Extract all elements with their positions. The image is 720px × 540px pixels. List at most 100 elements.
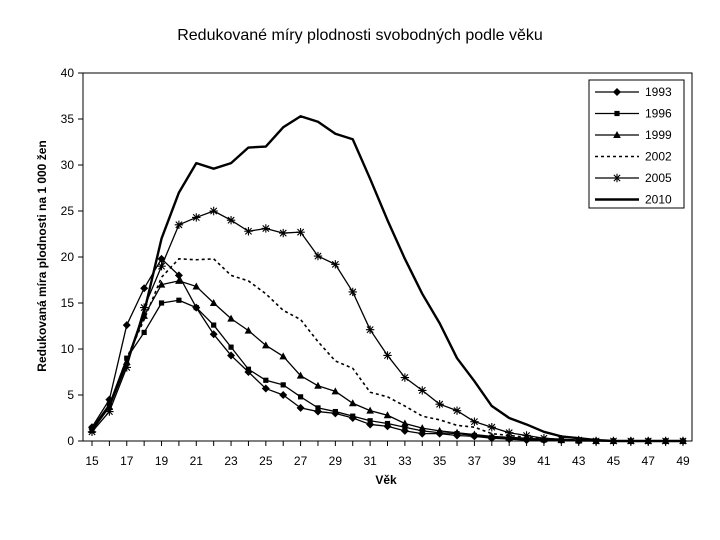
data-point-2005 [279, 228, 288, 238]
series-line-2005 [91, 210, 683, 442]
legend-label-1999: 1999 [645, 128, 672, 142]
legend-box [588, 79, 685, 209]
data-point-1999 [435, 426, 444, 434]
data-point-1999 [401, 419, 409, 427]
y-tick-label: 25 [61, 204, 75, 218]
data-point-1993 [122, 321, 131, 330]
x-tick-label: 31 [363, 454, 377, 468]
data-point-2005 [122, 363, 131, 372]
data-point-2005 [539, 434, 549, 443]
data-point-2005 [470, 417, 479, 426]
data-point-1999 [331, 387, 340, 395]
y-tick-label: 40 [61, 66, 75, 80]
data-point-1996 [176, 297, 182, 303]
data-point-1996 [350, 413, 356, 419]
x-tick-label: 33 [398, 454, 412, 468]
data-point-1999 [175, 276, 183, 284]
data-point-1999 [366, 406, 374, 414]
data-point-2005 [522, 431, 531, 440]
data-point-1996 [367, 418, 373, 424]
y-tick-label: 15 [61, 296, 75, 310]
data-point-2005 [574, 435, 583, 445]
data-point-1999 [279, 352, 288, 360]
data-point-1999 [348, 399, 357, 407]
x-tick-label: 41 [537, 454, 551, 468]
chart-title: Redukované míry plodnosti svobodných pod… [177, 27, 543, 44]
data-point-1999 [192, 282, 201, 290]
legend-marker-2005 [612, 173, 622, 183]
series-2005 [87, 206, 688, 446]
data-point-1993 [174, 271, 183, 280]
data-point-2005 [174, 220, 184, 229]
legend: 1993 1996 1999 2002 2005 2010 [588, 79, 685, 209]
x-tick-label: 19 [155, 454, 169, 468]
x-tick-label: 35 [433, 454, 447, 468]
data-point-1996 [158, 300, 165, 306]
x-tick-label: 25 [259, 454, 273, 468]
data-point-1999 [209, 299, 218, 306]
data-point-2005 [244, 227, 253, 236]
data-point-1999 [487, 432, 496, 440]
data-point-1996 [263, 377, 269, 383]
data-point-1996 [315, 405, 321, 411]
series-1996 [89, 297, 686, 444]
x-tick-label: 17 [120, 454, 134, 468]
data-point-2005 [383, 351, 392, 360]
legend-label-2005: 2005 [645, 171, 672, 185]
data-point-1993 [140, 284, 149, 293]
data-point-1993 [227, 351, 236, 360]
data-point-1999 [453, 428, 461, 436]
y-tick-label: 10 [61, 342, 75, 356]
data-point-1996 [211, 322, 217, 328]
data-point-1999 [314, 381, 322, 389]
series-line-1996 [91, 299, 683, 442]
legend-marker-1993 [613, 88, 621, 96]
data-point-1996 [228, 344, 234, 350]
y-tick-label: 5 [67, 388, 74, 402]
data-point-1999 [262, 341, 270, 349]
data-point-2005 [557, 434, 566, 444]
x-tick-label: 49 [676, 454, 690, 468]
data-point-1993 [209, 330, 218, 339]
data-point-2005 [348, 287, 357, 297]
data-point-1996 [141, 329, 147, 336]
series-layer [87, 115, 688, 446]
data-point-2005 [226, 216, 236, 225]
data-point-2005 [209, 206, 218, 216]
data-point-2005 [157, 262, 166, 271]
legend-label-2010: 2010 [645, 193, 672, 207]
series-line-2010 [91, 115, 683, 443]
y-tick-label: 30 [61, 158, 75, 172]
data-point-1996 [245, 366, 252, 372]
x-tick-label: 21 [190, 454, 204, 468]
series-2010 [91, 115, 683, 443]
legend-marker-1996 [614, 110, 620, 117]
data-point-2005 [487, 423, 496, 432]
y-tick-label: 35 [61, 112, 75, 126]
legend-label-2002: 2002 [645, 150, 672, 164]
data-point-1996 [297, 394, 304, 400]
x-tick-label: 15 [85, 454, 99, 468]
data-point-2005 [331, 260, 340, 269]
x-tick-label: 27 [294, 454, 308, 468]
y-axis-title: Redukovaná míra plodnosti na 1 000 žen [35, 140, 49, 371]
y-tick-label: 20 [61, 250, 75, 264]
data-point-2005 [296, 227, 305, 237]
x-axis-title: Věk [375, 473, 397, 487]
data-point-2005 [261, 224, 271, 233]
x-tick-label: 45 [607, 454, 621, 468]
data-point-2005 [192, 213, 201, 222]
y-tick-label: 0 [67, 434, 74, 448]
data-point-1999 [227, 314, 235, 322]
data-point-2005 [400, 373, 410, 382]
data-point-1999 [383, 411, 392, 419]
data-point-1996 [280, 382, 286, 388]
data-point-1999 [244, 326, 253, 334]
data-point-2005 [504, 428, 514, 437]
data-point-1996 [402, 424, 408, 430]
axes: 0 5 10 15 20 25 30 35 40 15 17 19 21 23 25 27 29 31 33 35 37… [61, 66, 693, 468]
data-point-1999 [296, 371, 305, 379]
x-tick-label: 23 [224, 454, 238, 468]
x-tick-label: 29 [329, 454, 343, 468]
